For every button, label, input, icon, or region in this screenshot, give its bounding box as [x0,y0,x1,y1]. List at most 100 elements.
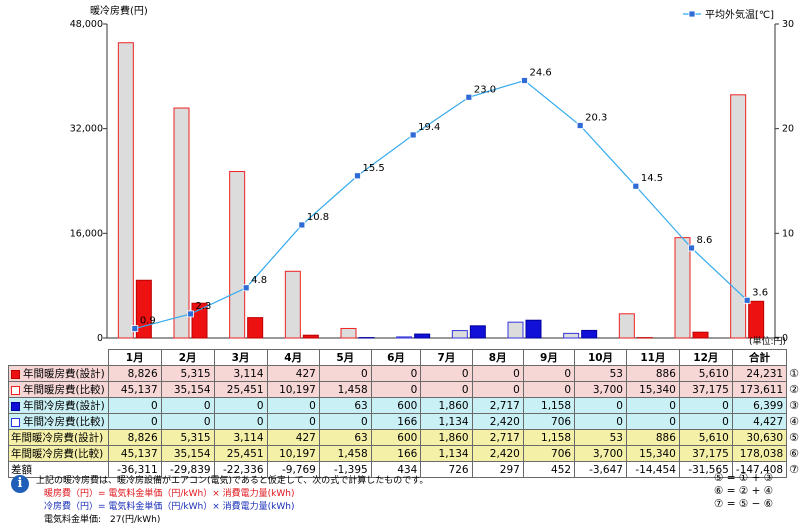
temperature-label: 2.3 [196,301,212,312]
right-tick-label: 10 [782,228,794,239]
table-cell: 0 [107,397,162,414]
table-cell: 0 [574,397,627,414]
month-header: 10月 [574,349,627,366]
formula-list: ⑤ = ① + ③ ⑥ = ② + ④ ⑦ = ⑤ − ⑥ [714,472,773,511]
table-cell: 452 [522,461,576,478]
table-cell: 25,451 [213,381,268,398]
formula-7: ⑦ = ⑤ − ⑥ [714,498,774,510]
month-header: 5月 [318,349,372,366]
table-cell: 166 [370,445,422,462]
table-cell: 8,826 [107,429,162,446]
month-header: 12月 [678,349,733,366]
temperature-point [131,325,139,332]
table-cell: -1,395 [318,461,372,478]
bar [396,336,413,339]
table-cell: 10,197 [266,445,320,462]
month-header: 6月 [370,349,422,366]
temperature-point [688,244,695,252]
temperature-label: 8.6 [697,235,713,246]
table-cell: 1,458 [318,381,372,398]
month-header: 2月 [160,349,215,366]
bar [284,270,301,339]
bar [414,333,431,339]
row-number-mark: ⑥ [786,445,800,462]
table-cell: 886 [625,429,680,446]
table-cell: 53 [574,365,627,382]
info-icon: i [11,475,29,493]
temperature-point [354,172,361,180]
formula-6: ⑥ = ② + ④ [714,485,774,497]
table-cell: 3,114 [213,429,268,446]
table-cell: 37,175 [678,381,733,398]
bar [730,94,747,339]
temperature-label: 3.6 [752,287,768,298]
temperature-point [576,122,584,129]
table-cell: 37,175 [678,445,733,462]
row-number-mark: ⑤ [786,429,800,446]
temperature-point [632,182,640,190]
temperature-point [187,310,194,318]
table-cell: 0 [574,413,627,430]
table-cell: 8,826 [107,365,162,382]
table-cell: 726 [420,461,473,478]
table-cell: 3,114 [213,365,268,382]
row-total: 24,231 [731,365,788,382]
temperature-point [743,296,751,304]
table-cell: 0 [160,397,215,414]
bar [302,334,319,339]
table-cell: -9,769 [266,461,320,478]
table-cell: 2,420 [471,413,524,430]
table-cell: 600 [370,397,422,414]
table-row: 年間暖房費(設計) 8,826 5,315 3,114 427 0 0 0 0 0 53 886 5,6… [8,365,800,382]
row-label: 年間暖冷房費(比較) [8,445,109,462]
table-cell: 0 [213,413,268,430]
row-total: 173,611 [731,381,788,398]
table-row: 年間暖冷房費(設計) 8,826 5,315 3,114 427 63 600 1,860 2,… [8,429,800,446]
table-cell: 0 [370,365,422,382]
table-cell: 0 [522,381,576,398]
left-tick-label: 48,000 [70,19,103,30]
table-cell: 706 [522,445,576,462]
table-cell: 2,717 [471,397,524,414]
table-cell: 0 [625,413,680,430]
table-cell: 0 [370,381,422,398]
table-cell: 5,610 [678,365,733,382]
unit-note: (単位:円) [748,337,786,347]
temperature-label: 0.9 [140,316,156,327]
row-total: 4,427 [731,413,788,430]
temperature-label: 14.5 [641,173,663,184]
total-header: 合計 [731,349,788,366]
table-cell: -31,565 [678,461,733,478]
temperature-label: 20.3 [585,113,607,124]
table-cell: 2,420 [471,445,524,462]
table-cell: 0 [678,397,733,414]
row-total: -147,408 [731,461,788,478]
table-row: 年間冷房費(設計) 0 0 0 0 63 600 1,860 2,717 1,158 0 0 0 6,39… [8,397,800,414]
table-cell: 600 [370,429,422,446]
table-cell: 2,717 [471,429,524,446]
table-cell: 0 [160,413,215,430]
bar [451,330,468,339]
formula-5: ⑤ = ① + ③ [714,472,774,484]
row-label: 年間冷房費(設計) [8,397,109,414]
temperature-label: 19.4 [418,122,440,133]
table-cell: 63 [318,429,372,446]
bar [674,237,691,339]
bar [507,321,524,339]
table-cell: 0 [420,381,473,398]
row-number-mark: ② [786,381,800,398]
temperature-point [298,221,306,229]
table-cell: -22,336 [213,461,268,478]
row-number-mark: ① [786,365,800,382]
table-row: 年間暖冷房費(比較) 45,137 35,154 25,451 10,197 1,458 1… [8,445,800,462]
table-cell: 53 [574,429,627,446]
chart: 0 16,000 32,000 48,000 0 10 20 30 暖冷房費(円) 0.9 2.3… [70,4,794,344]
month-header: 3月 [213,349,268,366]
row-number-mark: ③ [786,397,800,414]
bar [135,279,152,339]
row-label: 年間暖房費(比較) [8,381,109,398]
temperature-point [465,93,473,101]
temperature-line [134,79,748,330]
table-cell: 0 [107,413,162,430]
temperature-label: 10.8 [307,212,329,223]
